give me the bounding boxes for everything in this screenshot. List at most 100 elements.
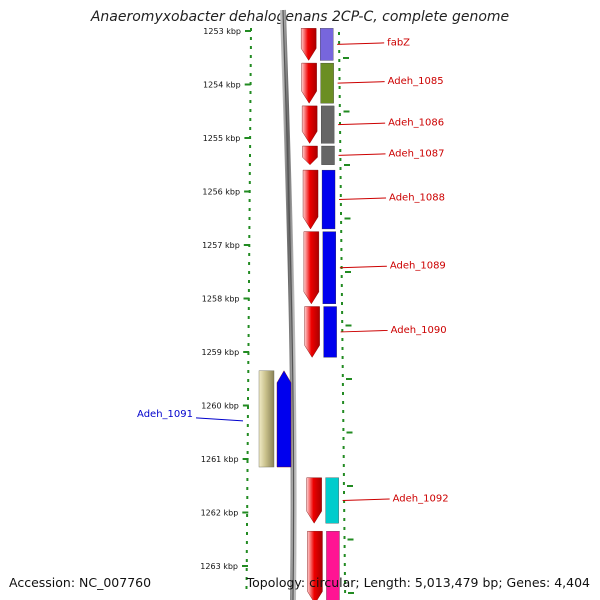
tick-dot <box>341 338 344 341</box>
tick-dot <box>340 230 343 233</box>
tick-dot <box>247 397 249 400</box>
tick-dot <box>338 113 341 116</box>
tick-dot <box>342 410 345 413</box>
tick-dot <box>247 289 250 292</box>
label-leader <box>338 122 386 126</box>
label-leader <box>338 153 386 156</box>
tick-dot <box>249 91 252 94</box>
tick-dot <box>248 217 251 220</box>
tick-dot <box>246 469 249 472</box>
tick-dot <box>342 446 345 449</box>
tick-dot <box>246 496 249 499</box>
topology-label: Topology: circular; Length: 5,013,479 bp… <box>246 575 590 590</box>
cog-bar <box>321 145 335 165</box>
label-leader <box>337 42 385 45</box>
tick-dot <box>248 262 251 265</box>
kbp-axis: 1253 kbp 1254 kbp 1255 kbp 1256 kbp 1257 kbp… <box>200 27 354 594</box>
kbp-tick-mark <box>244 137 251 139</box>
tick-dot <box>343 500 346 503</box>
tick-dot <box>246 433 249 436</box>
tick-dot <box>247 325 250 328</box>
kbp-tick-mark <box>242 511 249 514</box>
kbp-tick-mark-right <box>348 592 354 594</box>
tick-dot <box>340 293 343 296</box>
tick-dot <box>338 86 341 89</box>
cog-bar <box>320 105 335 144</box>
gene-arrow <box>301 105 318 144</box>
kbp-tick-mark-right <box>344 164 350 166</box>
tick-dot <box>246 487 249 490</box>
tick-dot <box>338 41 341 44</box>
tick-dot <box>343 554 346 557</box>
tick-dot <box>248 199 251 202</box>
accession-label: Accession: NC_007760 <box>9 575 152 590</box>
tick-dot <box>246 532 248 535</box>
tick-dot <box>247 316 250 319</box>
kbp-tick-mark-right <box>343 57 349 59</box>
tick-dot <box>249 73 252 76</box>
tick-dot <box>340 239 343 242</box>
tick-dot <box>246 442 249 445</box>
tick-dot <box>247 388 250 391</box>
label-leader <box>195 417 244 422</box>
gene-label: fabZ <box>387 37 410 48</box>
kbp-tick-label: 1262 kbp <box>201 509 239 518</box>
tick-dot <box>339 203 342 206</box>
kbp-tick-mark-right <box>346 431 353 434</box>
kbp-tick-label: 1253 kbp <box>203 27 241 36</box>
kbp-tick-mark <box>244 190 251 193</box>
kbp-tick-mark-right <box>345 324 352 327</box>
tick-dot <box>247 352 250 355</box>
tick-dot <box>343 536 346 539</box>
cog-bar <box>320 28 334 61</box>
tick-dot <box>246 424 249 427</box>
tick-dot <box>340 275 343 278</box>
tick-dot <box>248 226 251 229</box>
backbone-core <box>282 9 295 600</box>
tick-dot <box>343 572 346 575</box>
tick-dot <box>342 473 345 476</box>
tick-dot <box>249 100 252 103</box>
tick-dot <box>249 64 252 67</box>
cog-bar <box>326 531 340 600</box>
tick-dot <box>249 154 251 157</box>
tick-dot <box>343 527 346 530</box>
genome-backbone <box>280 9 297 600</box>
tick-dot <box>342 482 345 485</box>
kbp-tick-label: 1256 kbp <box>202 188 240 197</box>
tick-dot <box>249 109 252 112</box>
kbp-tick-mark <box>242 565 248 567</box>
kbp-tick-mark-right <box>347 538 354 541</box>
tick-dot <box>338 68 341 71</box>
tick-dot <box>246 523 248 526</box>
tick-dot <box>247 361 250 364</box>
gene-arrow <box>304 306 320 358</box>
gene-arrow <box>302 145 318 166</box>
gene-label: Adeh_1090 <box>391 325 447 336</box>
tick-dot <box>339 131 342 134</box>
kbp-tick-mark <box>242 404 249 407</box>
label-leader <box>342 498 390 501</box>
kbp-tick-mark-right <box>345 271 351 273</box>
tick-dot <box>246 460 249 463</box>
tick-dot <box>341 356 344 359</box>
tick-dot <box>343 509 346 512</box>
tick-dot <box>339 194 342 197</box>
kbp-tick-mark-right <box>343 110 350 113</box>
gene-arrow <box>303 231 320 305</box>
tick-dot <box>339 122 341 125</box>
label-leader <box>339 197 387 201</box>
tick-dot <box>247 370 250 373</box>
tick-dot <box>341 329 344 332</box>
label-leader <box>337 81 385 84</box>
tick-dot <box>246 415 249 418</box>
tick-dot <box>249 37 252 40</box>
tick-dot <box>339 149 342 152</box>
tick-dot <box>341 374 344 377</box>
kbp-tick-mark-right <box>347 485 353 487</box>
tick-dot <box>245 577 248 580</box>
kbp-tick-label: 1254 kbp <box>203 81 241 90</box>
tick-dot <box>340 284 343 287</box>
kbp-tick-label: 1263 kbp <box>200 562 238 571</box>
tick-dot <box>246 514 249 517</box>
